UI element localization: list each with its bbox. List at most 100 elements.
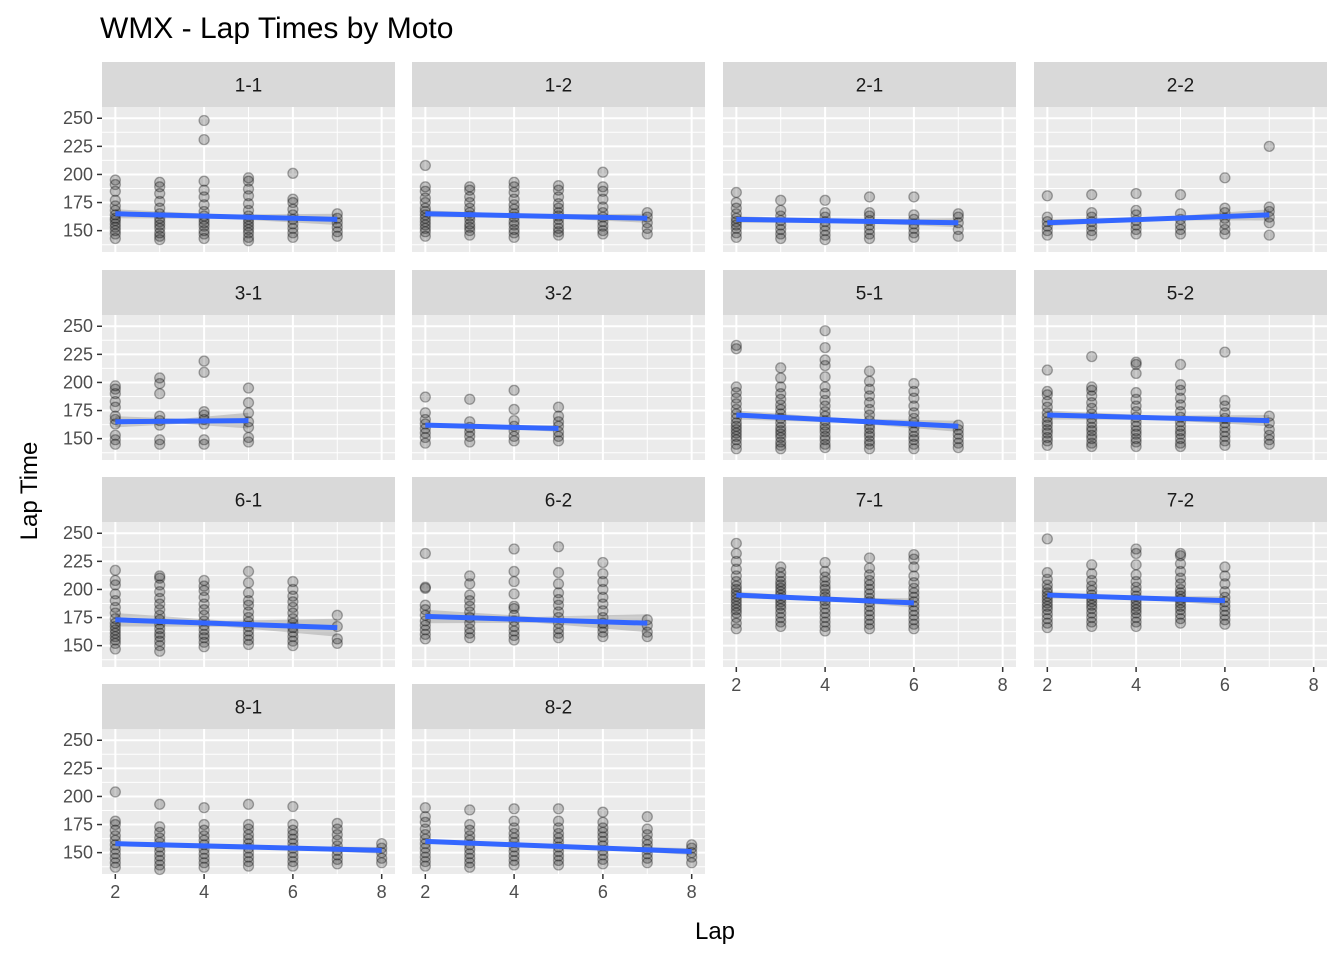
data-point: [730, 427, 742, 439]
data-point: [242, 577, 255, 589]
data-point: [287, 193, 299, 205]
data-point: [154, 598, 166, 610]
data-point: [730, 583, 742, 596]
data-point: [597, 858, 609, 870]
facet-panel-6-1: 6-1 150 175 200 225 250: [63, 477, 395, 667]
data-point: [109, 218, 121, 230]
data-point: [287, 824, 299, 836]
data-point: [154, 195, 166, 208]
data-point: [641, 631, 653, 643]
data-point: [154, 826, 166, 839]
trend-line: [115, 617, 338, 631]
data-point: [198, 199, 210, 211]
data-point: [730, 339, 742, 351]
data-point: [419, 222, 431, 235]
data-point: [1219, 421, 1231, 434]
data-point: [508, 219, 520, 231]
data-point: [464, 848, 476, 860]
data-point: [863, 403, 876, 416]
data-point: [1086, 429, 1098, 441]
data-point: [109, 857, 121, 869]
data-point: [552, 410, 565, 422]
data-point: [242, 175, 255, 187]
data-point: [863, 623, 876, 635]
data-point: [154, 854, 166, 867]
data-point: [419, 619, 431, 632]
y-axis-title: Lap Time: [16, 442, 43, 541]
data-point: [287, 818, 299, 831]
data-point: [1219, 439, 1231, 452]
data-point: [331, 637, 343, 650]
data-point: [1086, 611, 1098, 624]
data-point: [730, 196, 742, 209]
data-point: [819, 229, 831, 241]
data-point: [1174, 428, 1187, 440]
data-point: [287, 833, 299, 845]
data-point: [1219, 430, 1231, 443]
data-point: [1219, 586, 1231, 598]
data-point: [908, 209, 920, 221]
data-point: [597, 181, 609, 193]
data-point: [1041, 389, 1053, 401]
data-point: [908, 426, 920, 438]
data-point: [508, 859, 520, 871]
data-point: [508, 588, 520, 600]
data-point: [730, 417, 742, 429]
data-point: [464, 570, 476, 582]
facet-strip-label: 3-2: [545, 284, 572, 305]
data-point: [198, 133, 210, 146]
facet-panel-7-2: 7-2 2 4 6 8: [1034, 477, 1327, 695]
y-tick-label: 225: [63, 136, 93, 156]
data-point: [508, 600, 520, 612]
data-point: [730, 547, 742, 560]
data-point: [419, 628, 431, 641]
data-point: [819, 394, 831, 407]
data-point: [1130, 356, 1142, 368]
data-point: [109, 574, 121, 587]
data-point: [419, 633, 431, 645]
data-point: [1219, 561, 1231, 573]
data-point: [464, 623, 476, 635]
facet-strip-label: 6-2: [545, 491, 572, 512]
data-point: [730, 392, 742, 404]
data-point: [952, 441, 964, 454]
data-point: [464, 218, 476, 230]
data-point: [908, 561, 920, 573]
data-point: [419, 816, 431, 828]
data-point: [1174, 617, 1187, 629]
data-point: [552, 827, 565, 840]
data-point: [908, 609, 920, 621]
data-point: [1130, 367, 1142, 380]
data-point: [1130, 581, 1142, 593]
data-point: [1086, 616, 1098, 628]
x-tick-label: 6: [1220, 675, 1230, 695]
data-point: [730, 623, 742, 635]
data-point: [508, 430, 520, 443]
y-tick-label: 225: [63, 758, 93, 778]
y-tick-label: 150: [63, 636, 93, 656]
y-tick-label: 200: [63, 372, 93, 392]
data-point: [508, 634, 520, 646]
data-point: [154, 219, 166, 231]
data-point: [775, 571, 787, 583]
data-point: [419, 431, 431, 444]
data-point: [1130, 428, 1142, 440]
data-point: [1219, 223, 1231, 236]
data-point: [109, 194, 121, 206]
data-point: [287, 167, 299, 179]
data-point: [863, 574, 876, 587]
data-point: [419, 829, 431, 841]
y-tick-label: 250: [63, 108, 93, 128]
data-point: [730, 227, 742, 239]
x-tick-label: 8: [1309, 675, 1319, 695]
data-point: [242, 860, 255, 872]
data-point: [1130, 604, 1142, 616]
data-point: [1130, 223, 1142, 236]
data-point: [109, 380, 121, 392]
data-point: [597, 228, 609, 240]
data-point: [242, 855, 255, 868]
data-point: [1041, 427, 1053, 439]
data-point: [109, 852, 121, 864]
x-tick-label: 4: [199, 882, 209, 902]
data-point: [775, 403, 787, 416]
